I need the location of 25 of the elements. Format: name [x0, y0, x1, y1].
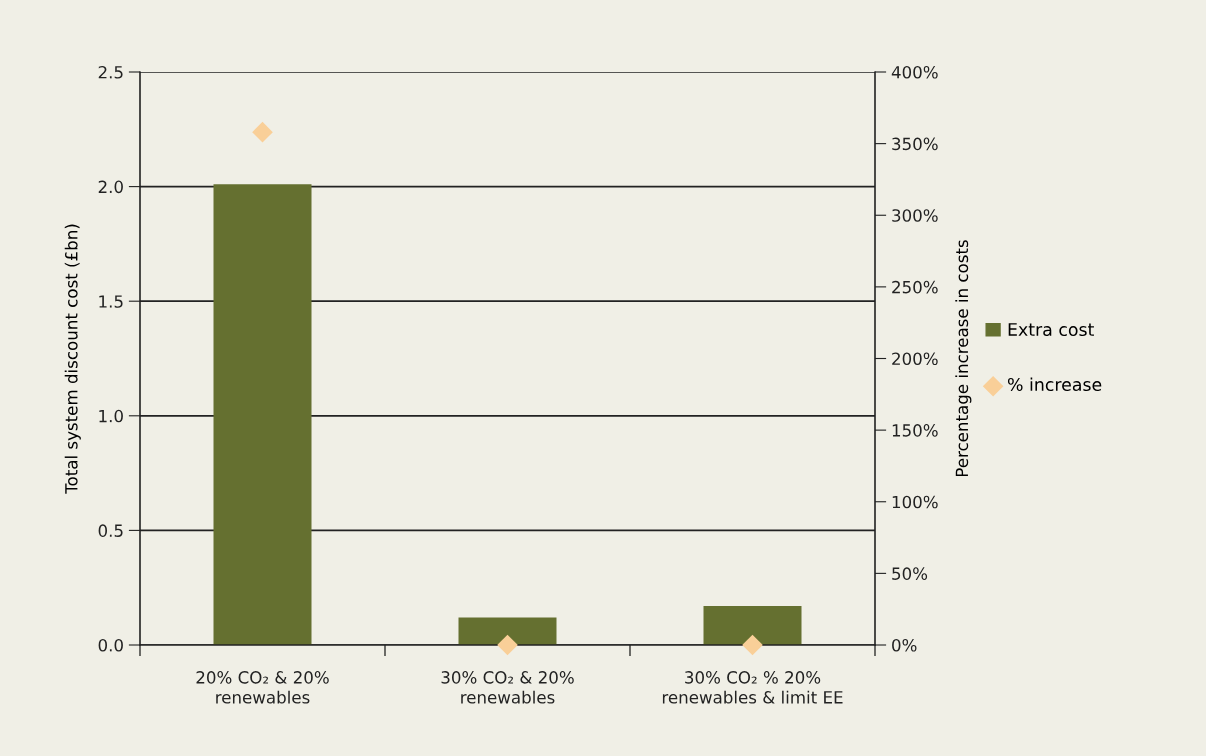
- y2-tick-label: 150%: [892, 424, 938, 437]
- y2-tick-label: 200%: [892, 352, 938, 366]
- y2-tick-label: 250%: [892, 280, 938, 294]
- x-tick-label: 30% CO₂ % 20% renewables & limit EE: [662, 671, 843, 704]
- y2-axis-title: Percentage increase in costs: [955, 240, 972, 477]
- y2-tick-label: 300%: [892, 209, 938, 222]
- y2-tick-label: 100%: [892, 495, 938, 509]
- legend-label: % increase: [1007, 377, 1102, 392]
- y2-tick-label: 50%: [892, 567, 928, 580]
- y-tick-label: 2.0: [98, 180, 123, 194]
- y2-tick-label: 0%: [892, 638, 917, 652]
- y-tick-label: 2.5: [98, 65, 123, 79]
- legend-label: Extra cost: [1008, 323, 1094, 337]
- x-tick-label: 30% CO₂ & 20% renewables: [441, 671, 574, 704]
- y-tick-label: 0.5: [98, 524, 123, 537]
- y2-tick-label: 400%: [891, 65, 938, 79]
- bar: [213, 184, 312, 645]
- y-axis-title: Total system discount cost (£bn): [64, 224, 81, 494]
- y2-tick-label: 350%: [892, 137, 938, 151]
- bar: [458, 617, 557, 645]
- y-tick-label: 1.0: [99, 409, 123, 423]
- bar: [703, 606, 802, 645]
- x-tick-label: 20% CO₂ & 20% renewables: [196, 671, 329, 704]
- y-tick-label: 1.5: [99, 295, 123, 308]
- y-tick-label: 0.0: [98, 638, 123, 652]
